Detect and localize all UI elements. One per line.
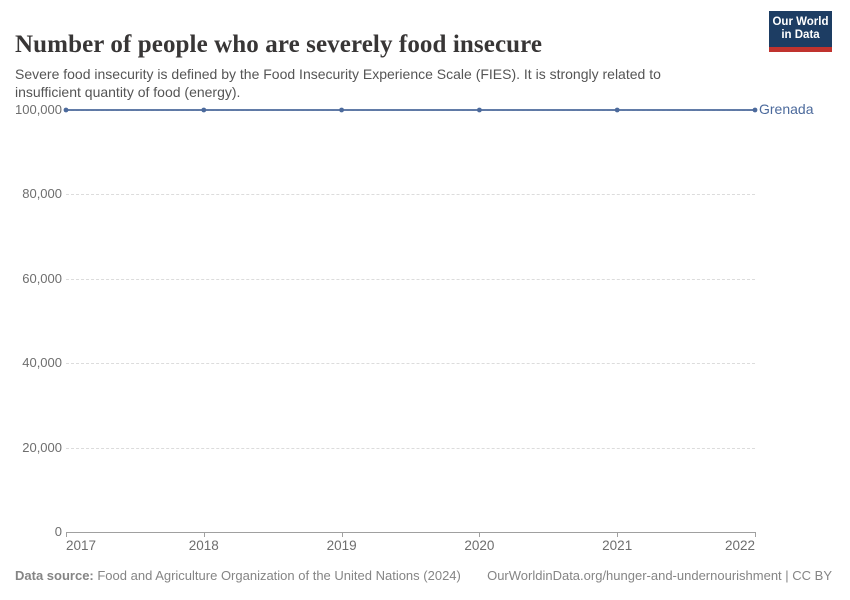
y-gridline bbox=[66, 194, 755, 196]
owid-logo-line1: Our World bbox=[772, 16, 829, 28]
y-gridline bbox=[66, 278, 755, 280]
chart-footer: Data source: Food and Agriculture Organi… bbox=[15, 568, 832, 583]
x-tick-label: 2018 bbox=[188, 538, 219, 553]
data-source-value: Food and Agriculture Organization of the… bbox=[93, 568, 461, 583]
y-tick-label: 20,000 bbox=[22, 439, 62, 455]
chart-subtitle: Severe food insecurity is defined by the… bbox=[15, 66, 661, 100]
y-tick-label: 100,000 bbox=[15, 102, 62, 117]
series-entity-label: Grenada bbox=[759, 101, 814, 117]
x-tick-mark bbox=[755, 532, 756, 537]
owid-logo: Our World in Data bbox=[769, 11, 832, 52]
x-tick-mark bbox=[203, 532, 205, 537]
owid-logo-line2: in Data bbox=[781, 29, 820, 41]
y-tick-label: 0 bbox=[54, 524, 62, 539]
y-tick-label: 40,000 bbox=[22, 355, 62, 371]
x-tick-mark bbox=[479, 532, 481, 537]
license-link: OurWorldinData.org/hunger-and-undernouri… bbox=[487, 568, 832, 583]
x-tick-mark bbox=[617, 532, 619, 537]
y-gridline bbox=[66, 363, 755, 365]
x-tick-label: 2022 bbox=[724, 538, 755, 553]
y-gridline bbox=[66, 447, 755, 449]
page-title: Number of people who are severely food i… bbox=[15, 30, 543, 58]
y-tick-label: 60,000 bbox=[22, 270, 62, 286]
x-tick-label: 2021 bbox=[602, 538, 633, 553]
x-tick-mark bbox=[341, 532, 343, 537]
x-tick-label: 2017 bbox=[66, 538, 97, 553]
data-source-label: Data source: bbox=[15, 568, 94, 583]
x-tick-mark bbox=[66, 532, 67, 537]
x-tick-label: 2020 bbox=[464, 538, 495, 553]
x-tick-label: 2019 bbox=[326, 538, 357, 553]
y-gridline bbox=[66, 110, 755, 111]
data-source-note: Data source: Food and Agriculture Organi… bbox=[15, 568, 461, 583]
x-axis-line bbox=[66, 532, 755, 533]
y-tick-label: 80,000 bbox=[22, 186, 62, 202]
